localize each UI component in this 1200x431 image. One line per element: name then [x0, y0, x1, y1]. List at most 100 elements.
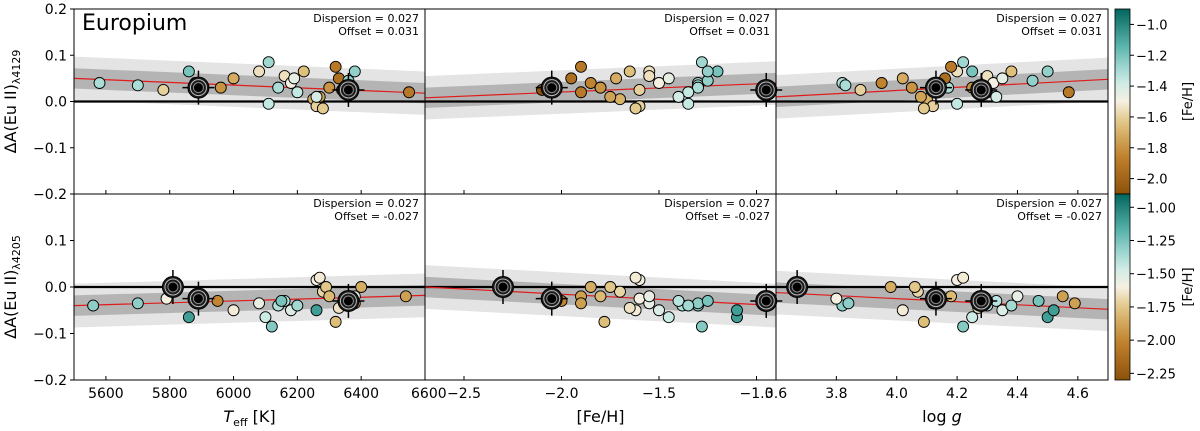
dispersion-label-r1-c1: Dispersion = 0.027 [664, 197, 770, 210]
colorbar-tick-label-r1-2: −1.50 [1136, 268, 1176, 283]
data-point-r0-c2-23 [1026, 74, 1039, 87]
data-point-r1-c1-20 [584, 281, 597, 293]
data-point-r0-c2-24 [1041, 65, 1054, 78]
data-point-r0-c2-26 [951, 97, 964, 110]
data-point-r1-c2-1 [842, 297, 855, 310]
reference-star-r1-c0-0 [156, 270, 189, 304]
offset-label-r1-c0: Offset = -0.027 [334, 210, 419, 223]
data-point-r1-c1-19 [643, 290, 656, 303]
data-point-r1-c1-1 [692, 297, 704, 310]
colorbar-tick-label-r1-3: −1.75 [1136, 301, 1176, 316]
yaxis-label-r0: ΔA(Eu II)λ4129 [1, 50, 23, 154]
offset-label-r1-c2: Offset = -0.027 [1017, 210, 1102, 223]
colorbar-label-r0: [Fe/H] [1181, 82, 1196, 121]
dispersion-label-r0-c1: Dispersion = 0.027 [664, 12, 770, 25]
data-point-r0-c2-27 [990, 90, 1003, 103]
data-point-r0-c1-21 [565, 72, 578, 85]
data-point-r0-c1-14 [623, 65, 636, 78]
data-point-r0-c0-18 [316, 102, 329, 115]
data-point-r0-c0-2 [157, 83, 170, 96]
data-point-r0-c1-8 [695, 56, 708, 69]
data-point-r0-c1-13 [682, 86, 695, 99]
xtick-label-c2-4: 4.4 [1006, 386, 1028, 402]
colorbar-tick-label-r0-4: −1.8 [1136, 142, 1168, 157]
data-point-r0-c2-2 [854, 83, 867, 96]
reference-star-r0-c2-0 [919, 70, 952, 105]
data-point-r1-c2-15 [908, 281, 921, 293]
data-point-r1-c1-17 [598, 315, 611, 328]
colorbar-tick-label-r1-1: −1.25 [1136, 235, 1176, 250]
data-point-r0-c0-1 [131, 79, 144, 92]
data-point-r0-c2-14 [1005, 65, 1018, 78]
data-point-r1-c2-24 [1068, 297, 1081, 310]
data-point-r0-c1-19 [594, 81, 607, 94]
ref-ring [927, 290, 945, 308]
colorbars: −1.0 −1.2 −1.4 −1.6 −1.8 −2.0 [Fe/H] −1.00 −1.25… [1114, 8, 1196, 382]
yaxis-label-r1: ΔA(Eu II)λ4205 [1, 235, 23, 339]
data-point-r1-c0-0 [87, 299, 100, 312]
ref-core [342, 84, 354, 96]
data-point-r1-c0-17 [329, 315, 342, 328]
colorbar-label-r1: [Fe/H] [1181, 267, 1196, 306]
ytick-label-r0-0: −0.2 [33, 187, 67, 203]
panel-frames [70, 8, 1109, 381]
data-point-r0-c1-2 [633, 83, 646, 96]
reference-star-r1-c0-2 [332, 283, 365, 318]
reference-star-r1-c1-0 [487, 270, 519, 304]
ref-ring [543, 79, 561, 97]
colorbar-tick-label-r1-0: −1.00 [1136, 201, 1176, 216]
xtick-label-c0-1: 5800 [152, 386, 188, 402]
xtick-label-c2-5: 4.6 [1067, 386, 1089, 402]
data-point-r1-c1-18 [623, 301, 636, 314]
ref-ring [757, 292, 775, 310]
data-point-r1-c1-13 [629, 271, 642, 284]
ytick-label-r0-2: 0.0 [45, 95, 67, 111]
ref-ring [494, 278, 512, 296]
dispersion-label-r1-c0: Dispersion = 0.027 [313, 197, 419, 210]
data-point-r1-c1-10 [653, 304, 665, 317]
reference-star-r0-c1-0 [535, 70, 568, 105]
data-point-r0-c1-26 [682, 97, 695, 110]
ytick-label-r0-4: 0.2 [45, 2, 67, 18]
ref-ring [972, 81, 990, 99]
chart-title: Europium [82, 11, 187, 36]
offset-label-r0-c0: Offset = 0.031 [338, 25, 419, 38]
data-point-r0-c2-8 [957, 56, 970, 69]
data-point-r1-c0-16 [323, 290, 336, 303]
ref-core [975, 84, 987, 96]
ytick-label-r0-1: −0.1 [33, 141, 67, 157]
xaxis-label-c2: log g [922, 407, 962, 426]
reference-star-r1-c2-2 [965, 283, 998, 318]
ref-core [192, 293, 204, 305]
data-point-r1-c2-7 [957, 320, 970, 333]
colorbar-r1 [1114, 193, 1131, 381]
data-point-r0-c0-0 [93, 77, 106, 89]
data-point-r0-c0-7 [253, 65, 266, 78]
ref-core [930, 293, 942, 305]
ref-ring [189, 79, 207, 97]
ref-core [760, 84, 772, 96]
colorbar-tick-label-r0-2: −1.4 [1136, 80, 1168, 95]
reference-star-r1-c2-1 [919, 281, 952, 316]
ref-ring [339, 81, 357, 99]
ref-ring [927, 79, 945, 97]
reference-star-r1-c2-0 [781, 270, 814, 304]
reference-star-r0-c2-1 [965, 72, 998, 107]
xtick-label-c0-0: 5600 [88, 386, 124, 402]
data-point-r0-c2-3 [966, 65, 979, 78]
data-point-r0-c0-5 [214, 81, 227, 94]
data-point-r0-c1-9 [692, 81, 704, 94]
data-point-r1-c2-2 [830, 292, 843, 305]
ref-ring [164, 278, 182, 296]
ref-core [342, 295, 354, 307]
data-point-r1-c1-15 [604, 281, 617, 293]
offset-label-r1-c1: Offset = -0.027 [685, 210, 770, 223]
xtick-label-c2-0: 3.6 [765, 386, 787, 402]
ref-core [497, 281, 509, 293]
xaxis-label-c1: [Fe/H] [576, 407, 624, 426]
data-point-r1-c2-17 [917, 315, 930, 328]
data-point-r1-c0-6 [259, 311, 272, 324]
data-point-r1-c2-20 [884, 281, 897, 293]
data-point-r0-c2-4 [875, 77, 888, 89]
data-point-r0-c2-12 [996, 72, 1009, 85]
